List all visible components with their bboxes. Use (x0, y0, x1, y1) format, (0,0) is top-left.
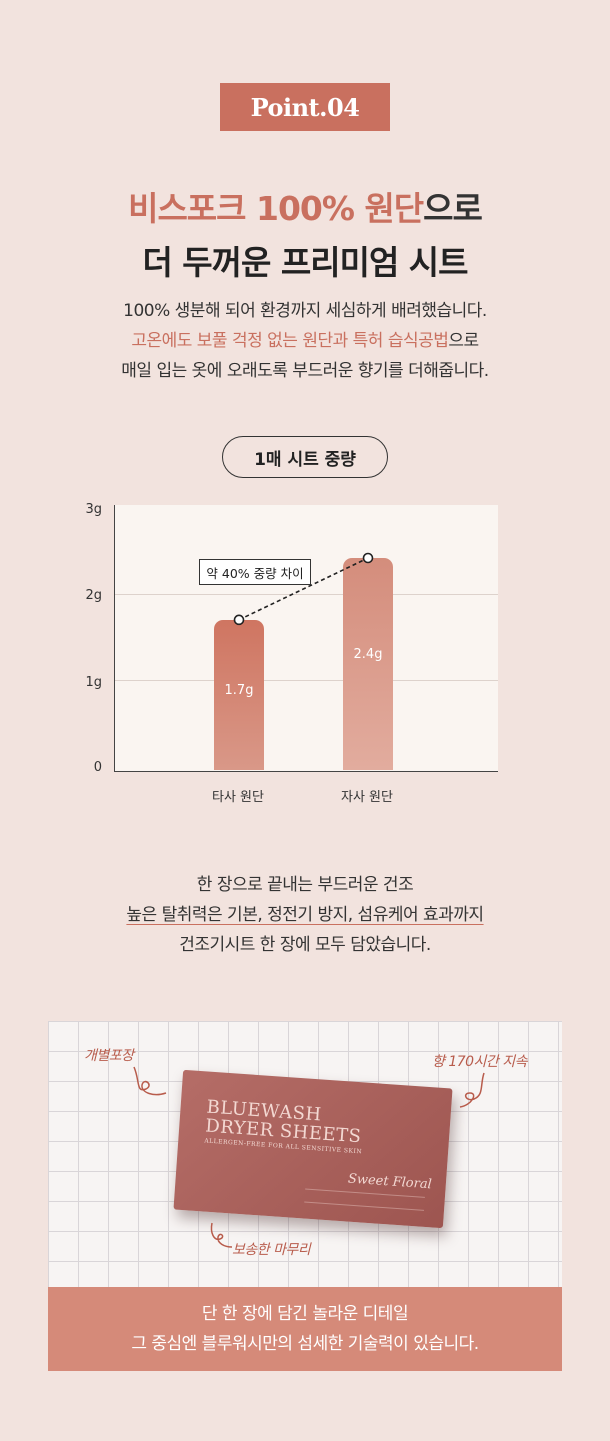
note-scent-duration: 향 170시간 지속 (432, 1054, 528, 1070)
note-individual-pack: 개별포장 (84, 1048, 134, 1064)
headline-line-1: 비스포크 100% 원단으로 (0, 182, 610, 230)
intro-rest: 으로 (448, 331, 479, 351)
intro-line-1: 100% 생분해 되어 환경까지 세심하게 배려했습니다. (123, 301, 487, 321)
y-tick-1g: 1g (85, 675, 102, 690)
note-bottom-swirl-icon (210, 1222, 233, 1248)
note-left-swirl-icon (133, 1066, 167, 1096)
y-tick-2g: 2g (85, 588, 102, 603)
banner-line-2: 그 중심엔 블루워시만의 섬세한 기술력이 있습니다. (131, 1334, 479, 1354)
bar-competitor (214, 619, 264, 770)
note-right-swirl-icon (459, 1072, 485, 1108)
detail-banner: 단 한 장에 담긴 놀라운 디테일 그 중심엔 블루워시만의 섬세한 기술력이 … (48, 1287, 562, 1371)
bar-label-ours: 2.4g (353, 647, 383, 663)
difference-callout: 약 40% 중량 차이 (199, 559, 311, 585)
headline-line-2: 더 두꺼운 프리미엄 시트 (142, 243, 468, 282)
sachet-scent: Sweet Floral (347, 1171, 433, 1193)
headline-rest: 으로 (423, 189, 483, 228)
marker-competitor (233, 614, 245, 626)
dryer-sheet-sachet: BLUEWASH DRYER SHEETS ALLERGEN-FREE FOR … (173, 1069, 453, 1229)
x-tick-ours: 자사 원단 (341, 790, 393, 805)
feature-line-3: 건조기시트 한 장에 모두 담았습니다. (179, 935, 431, 955)
note-soft-finish: 보송한 마무리 (232, 1242, 311, 1258)
dashed-line (238, 557, 369, 621)
weight-chart: 1.7g 2.4g (114, 505, 498, 772)
feature-line-1: 한 장으로 끝내는 부드러운 건조 (196, 875, 414, 895)
feature-line-2: 높은 탈취력은 기본, 정전기 방지, 섬유케어 효과까지 (0, 900, 610, 925)
difference-connector (233, 552, 374, 626)
intro-line-2: 고온에도 보풀 걱정 없는 원단과 특허 습식공법으로 (0, 326, 610, 351)
marker-ours (362, 552, 374, 564)
product-photo: BLUEWASH DRYER SHEETS ALLERGEN-FREE FOR … (48, 1021, 562, 1287)
bar-ours (343, 558, 393, 770)
x-tick-competitor: 타사 원단 (212, 790, 264, 805)
y-tick-0: 0 (93, 760, 102, 775)
y-tick-3g: 3g (85, 502, 102, 517)
chart-title-pill: 1매 시트 중량 (222, 436, 388, 478)
headline-accent: 비스포크 100% 원단 (128, 189, 424, 228)
intro-accent: 고온에도 보풀 걱정 없는 원단과 특허 습식공법 (131, 331, 449, 351)
gridline-1g (115, 680, 498, 681)
point-badge: Point.04 (220, 83, 390, 131)
intro-line-3: 매일 입는 옷에 오래도록 부드러운 향기를 더해줍니다. (121, 361, 489, 381)
bar-label-competitor: 1.7g (224, 682, 254, 698)
sachet-fine-print (304, 1188, 425, 1211)
gridline-2g (115, 594, 498, 595)
banner-line-1: 단 한 장에 담긴 놀라운 디테일 (201, 1304, 409, 1324)
feature-highlight: 높은 탈취력은 기본, 정전기 방지, 섬유케어 효과까지 (126, 905, 484, 925)
